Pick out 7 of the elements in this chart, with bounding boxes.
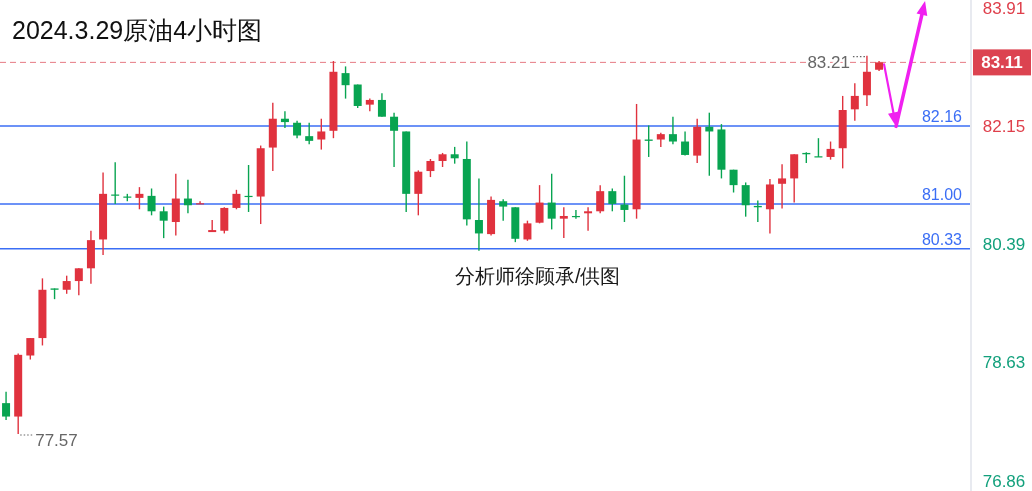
annotation: 83.21 xyxy=(807,53,850,73)
annotation: 77.57 xyxy=(35,431,78,451)
annotation: 83.21 xyxy=(807,53,866,73)
annotation: 分析师徐顾承/供图 xyxy=(454,265,621,287)
ref-line-label: 83.11 xyxy=(981,52,1023,72)
annotation: 77.57 xyxy=(19,431,78,451)
title: 2024.3.29原油4小时图 xyxy=(12,16,263,44)
